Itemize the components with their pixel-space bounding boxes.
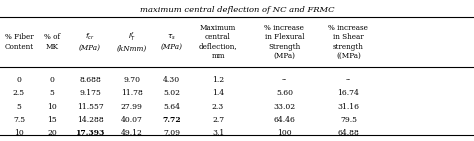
Text: 14.288: 14.288 — [77, 116, 103, 124]
Text: 79.5: 79.5 — [340, 116, 357, 124]
Text: 1.2: 1.2 — [212, 76, 224, 84]
Text: 2.7: 2.7 — [212, 116, 224, 124]
Text: 2.5: 2.5 — [13, 89, 25, 97]
Text: 7.72: 7.72 — [162, 116, 181, 124]
Text: 5: 5 — [17, 103, 21, 111]
Text: 31.16: 31.16 — [337, 103, 359, 111]
Text: 20: 20 — [47, 129, 57, 137]
Text: 64.88: 64.88 — [337, 129, 359, 137]
Text: 9.175: 9.175 — [79, 89, 101, 97]
Text: % of
MK: % of MK — [44, 33, 60, 51]
Text: --: -- — [282, 76, 287, 84]
Text: 16.74: 16.74 — [337, 89, 359, 97]
Text: 100: 100 — [277, 129, 292, 137]
Text: % Fiber
Content: % Fiber Content — [4, 33, 34, 51]
Text: 8.688: 8.688 — [79, 76, 101, 84]
Text: 4.30: 4.30 — [163, 76, 180, 84]
Text: 7.09: 7.09 — [163, 129, 180, 137]
Text: 5.64: 5.64 — [163, 103, 180, 111]
Text: 33.02: 33.02 — [273, 103, 295, 111]
Text: 7.5: 7.5 — [13, 116, 25, 124]
Text: $f_{cr}$
(MPa): $f_{cr}$ (MPa) — [79, 32, 101, 52]
Text: 5.60: 5.60 — [276, 89, 293, 97]
Text: 64.46: 64.46 — [273, 116, 295, 124]
Text: 0: 0 — [17, 76, 21, 84]
Text: 2.3: 2.3 — [212, 103, 224, 111]
Text: 11.557: 11.557 — [77, 103, 103, 111]
Text: 49.12: 49.12 — [121, 129, 143, 137]
Text: % increase
in Shear
strength
((MPa): % increase in Shear strength ((MPa) — [328, 24, 368, 60]
Text: 10: 10 — [47, 103, 57, 111]
Text: 40.07: 40.07 — [121, 116, 143, 124]
Text: 9.70: 9.70 — [123, 76, 140, 84]
Text: 10: 10 — [14, 129, 24, 137]
Text: 15: 15 — [47, 116, 57, 124]
Text: 0: 0 — [50, 76, 55, 84]
Text: maximum central deflection of NC and FRMC: maximum central deflection of NC and FRM… — [140, 6, 334, 14]
Text: % increase
in Flexural
Strength
(MPa): % increase in Flexural Strength (MPa) — [264, 24, 304, 60]
Text: $I_T^f$
(kNmm): $I_T^f$ (kNmm) — [117, 31, 147, 53]
Text: 5: 5 — [50, 89, 55, 97]
Text: 27.99: 27.99 — [121, 103, 143, 111]
Text: $\tau_s$
(MPa): $\tau_s$ (MPa) — [161, 33, 182, 51]
Text: 3.1: 3.1 — [212, 129, 224, 137]
Text: 17.393: 17.393 — [75, 129, 105, 137]
Text: 11.78: 11.78 — [121, 89, 143, 97]
Text: Maximum
central
deflection,
mm: Maximum central deflection, mm — [199, 24, 237, 60]
Text: 1.4: 1.4 — [212, 89, 224, 97]
Text: --: -- — [346, 76, 351, 84]
Text: 5.02: 5.02 — [163, 89, 180, 97]
